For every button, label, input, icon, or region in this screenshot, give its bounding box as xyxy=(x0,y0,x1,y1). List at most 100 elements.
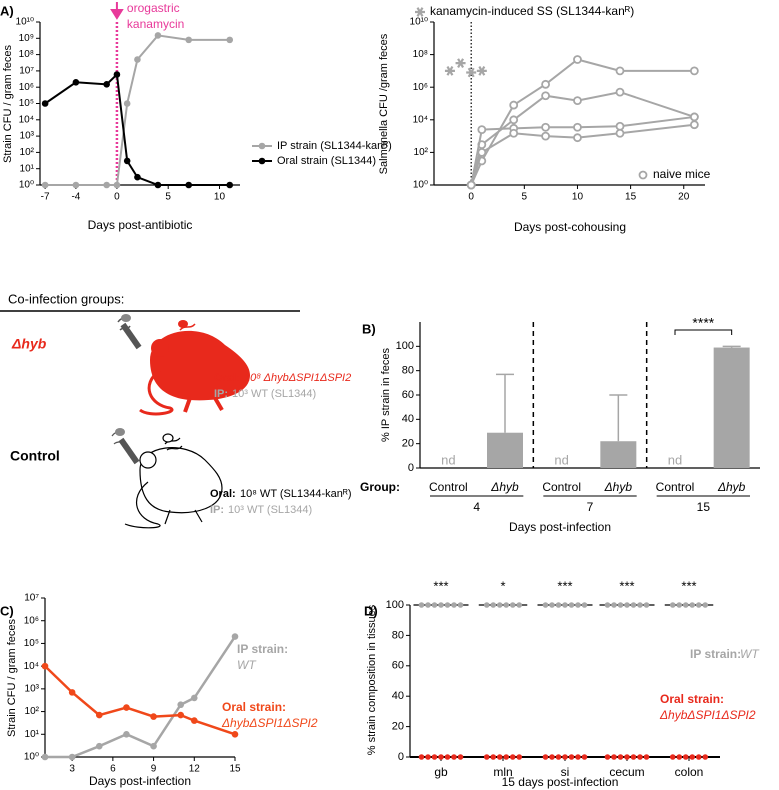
point xyxy=(231,633,239,640)
point xyxy=(41,662,49,670)
x-tick-label: -7 xyxy=(41,192,50,203)
point xyxy=(624,754,630,760)
y-tick-label: 0 xyxy=(398,751,404,763)
category-label: 4 xyxy=(473,500,480,514)
y-tick-label: 10⁶ xyxy=(413,82,428,93)
legend-label: kanamycin-induced SS (SL1344-kanᴿ) xyxy=(430,4,634,18)
series-label: Δhyb xyxy=(490,480,519,494)
point xyxy=(68,689,76,696)
point xyxy=(702,754,709,760)
point xyxy=(541,91,550,101)
point xyxy=(611,754,617,760)
point xyxy=(682,754,689,760)
ip-label: IP: xyxy=(210,504,224,516)
point xyxy=(95,742,103,750)
control-mouse xyxy=(111,428,223,529)
point xyxy=(542,754,549,760)
point xyxy=(451,602,457,608)
point xyxy=(615,128,625,138)
series-sublabel: WT xyxy=(740,647,760,661)
point xyxy=(669,602,676,608)
point xyxy=(123,100,131,107)
point xyxy=(541,122,550,132)
point xyxy=(695,754,702,760)
x-tick-label: 5 xyxy=(522,192,528,203)
series-label: Oral strain: xyxy=(222,700,286,714)
point xyxy=(490,754,497,760)
y-tick-label: 10⁰ xyxy=(24,752,39,763)
point xyxy=(231,730,239,738)
point xyxy=(676,602,683,608)
x-tick-label: 0 xyxy=(468,192,474,203)
x-axis-label: 15 days post-infection xyxy=(502,775,619,789)
x-tick-label: 15 xyxy=(625,192,637,203)
point xyxy=(542,602,549,608)
point xyxy=(549,602,555,608)
x-tick-label: 9 xyxy=(151,764,157,775)
point xyxy=(425,602,431,608)
point xyxy=(562,754,568,760)
point xyxy=(643,602,650,608)
panel-label: A) xyxy=(0,3,14,18)
point xyxy=(476,66,487,76)
point xyxy=(457,754,464,760)
series-label: Δhyb xyxy=(717,480,746,494)
series-label: Oral strain: xyxy=(660,692,724,706)
point xyxy=(676,754,683,760)
point xyxy=(483,602,490,608)
point xyxy=(637,602,643,608)
point xyxy=(509,115,519,125)
point xyxy=(68,753,76,761)
x-tick-label: 10 xyxy=(572,192,584,203)
y-tick-label: 100 xyxy=(396,340,414,352)
point xyxy=(41,100,49,107)
point xyxy=(451,754,457,760)
x-tick-label: 12 xyxy=(189,764,201,775)
point xyxy=(477,147,487,157)
y-axis-label: % IP strain in feces xyxy=(380,348,392,442)
point xyxy=(581,754,588,760)
y-tick-label: 10² xyxy=(20,147,35,158)
point xyxy=(555,602,562,608)
significance: *** xyxy=(557,578,572,593)
point xyxy=(425,754,431,760)
point xyxy=(509,602,516,608)
point xyxy=(438,602,444,608)
point xyxy=(516,754,523,760)
x-axis-label: Days post-antibiotic xyxy=(88,218,193,232)
point xyxy=(418,602,425,608)
series-sublabel: ΔhybΔSPI1ΔSPI2 xyxy=(221,716,318,730)
point xyxy=(134,56,141,63)
point xyxy=(72,181,80,189)
significance: **** xyxy=(692,315,714,331)
y-tick-label: 10⁴ xyxy=(19,114,34,125)
x-axis-label: Days post-cohousing xyxy=(514,220,626,234)
series-line xyxy=(470,58,695,186)
point xyxy=(509,754,516,760)
point xyxy=(226,36,234,44)
point xyxy=(490,602,497,608)
point xyxy=(573,133,582,143)
point xyxy=(617,754,624,760)
legend-label: IP strain (SL1344-kanᴿ) xyxy=(277,140,392,152)
point xyxy=(123,157,131,165)
category-label: 7 xyxy=(587,500,594,514)
error-bar xyxy=(722,345,741,348)
point xyxy=(113,181,121,189)
series-line xyxy=(44,665,236,736)
legend-marker xyxy=(415,7,425,17)
y-tick-label: 60 xyxy=(402,389,414,401)
y-tick-label: 10³ xyxy=(25,683,40,694)
y-axis-label: Salmonella CFU /gram feces xyxy=(378,33,390,174)
group-name: Control xyxy=(10,448,60,464)
series-label: Δhyb xyxy=(604,480,633,494)
point xyxy=(611,602,617,608)
oral-label: Oral: xyxy=(214,372,240,384)
significance: *** xyxy=(619,578,634,593)
point xyxy=(689,66,699,76)
bar xyxy=(487,432,523,468)
legend-marker xyxy=(638,170,648,180)
point xyxy=(630,602,637,608)
point xyxy=(431,754,438,760)
